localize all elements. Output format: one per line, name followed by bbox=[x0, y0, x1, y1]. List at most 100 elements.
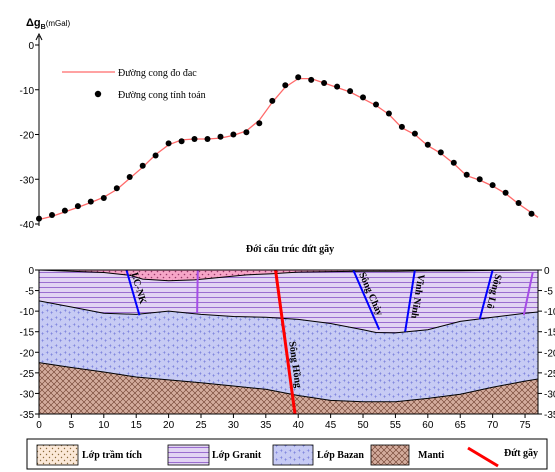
section-title: Đới cấu trúc đứt gãy bbox=[246, 244, 334, 255]
legend-measured-label: Đường cong đo đac bbox=[118, 68, 197, 79]
computed-point bbox=[295, 74, 302, 81]
distance-label: 20 bbox=[163, 420, 175, 431]
computed-point bbox=[528, 210, 535, 217]
computed-point bbox=[256, 120, 263, 127]
depth-label-left: -10 bbox=[20, 307, 35, 318]
distance-label: 5 bbox=[69, 420, 75, 431]
legend-computed-marker bbox=[94, 90, 102, 98]
distance-label: 25 bbox=[195, 420, 207, 431]
depth-label-left: -30 bbox=[20, 389, 35, 400]
computed-point bbox=[463, 171, 470, 178]
depth-label-left: -20 bbox=[20, 348, 35, 359]
computed-point bbox=[321, 80, 328, 86]
distance-label: 60 bbox=[422, 420, 434, 431]
legend-sediment-swatch bbox=[36, 444, 79, 466]
depth-label-right: 0 bbox=[544, 266, 550, 277]
computed-point bbox=[282, 82, 289, 89]
depth-label-right: -10 bbox=[544, 307, 555, 318]
legend-fault-label: Đứt gãy bbox=[504, 448, 538, 459]
legend-basalt-swatch bbox=[272, 444, 314, 466]
sediment-layer bbox=[39, 270, 538, 281]
computed-point bbox=[61, 207, 68, 214]
fault-line bbox=[522, 271, 534, 316]
y-tick-label: -30 bbox=[20, 175, 35, 186]
moho-boundary bbox=[38, 362, 539, 403]
depth-label-right: -25 bbox=[544, 369, 555, 380]
computed-point bbox=[243, 129, 250, 136]
computed-point bbox=[152, 152, 159, 159]
y-tick-label: -20 bbox=[20, 131, 35, 142]
computed-point bbox=[347, 88, 354, 95]
fault-line bbox=[196, 269, 199, 314]
y-axis-label: ΔgB(mGal) bbox=[26, 17, 70, 31]
computed-point bbox=[139, 162, 146, 169]
fault-line bbox=[274, 269, 297, 415]
depth-label-left: -35 bbox=[20, 410, 35, 421]
computed-point bbox=[502, 189, 509, 196]
fault-line bbox=[404, 269, 416, 332]
fault-line bbox=[478, 269, 494, 320]
legend-mantle-swatch bbox=[370, 444, 410, 466]
depth-label-right: -30 bbox=[544, 389, 555, 400]
depth-label-right: -35 bbox=[544, 410, 555, 421]
y-tick-label: 0 bbox=[28, 41, 34, 52]
distance-label: 40 bbox=[293, 420, 305, 431]
computed-point bbox=[36, 215, 42, 222]
computed-point bbox=[424, 141, 431, 148]
depth-label-right: -15 bbox=[544, 328, 555, 339]
computed-point bbox=[489, 182, 496, 189]
legend-granite-swatch bbox=[167, 444, 210, 466]
computed-point bbox=[437, 149, 444, 156]
depth-label-left: -25 bbox=[20, 369, 35, 380]
legend-mantle-label: Manti bbox=[418, 450, 444, 461]
distance-label: 30 bbox=[228, 420, 240, 431]
computed-point bbox=[360, 94, 366, 101]
computed-point bbox=[74, 203, 81, 210]
computed-point bbox=[113, 185, 120, 192]
gravity-series bbox=[36, 74, 539, 222]
depth-label-left: 0 bbox=[28, 266, 34, 277]
gravity-legend: Đường cong đo đac Đường cong tính toán bbox=[62, 68, 206, 101]
mantle-layer bbox=[39, 362, 538, 414]
depth-label-left: -5 bbox=[25, 287, 34, 298]
legend-computed-label: Đường cong tính toán bbox=[118, 90, 206, 101]
computed-point bbox=[100, 195, 107, 201]
legend-sediment-label: Lớp trầm tích bbox=[82, 450, 142, 461]
computed-point bbox=[269, 97, 276, 104]
basalt-layer bbox=[39, 300, 538, 402]
computed-point bbox=[411, 130, 418, 137]
computed-point bbox=[230, 131, 237, 138]
gravity-y-axis: 0 -10 -20 -30 -40 bbox=[20, 32, 43, 231]
distance-label: 50 bbox=[357, 420, 369, 431]
distance-label: 10 bbox=[98, 420, 110, 431]
distance-label: 65 bbox=[455, 420, 467, 431]
computed-point bbox=[204, 136, 211, 142]
computed-point bbox=[515, 200, 522, 206]
legend-basalt-label: Lớp Bazan bbox=[317, 450, 364, 461]
legend-fault-line bbox=[467, 446, 499, 468]
depth-label-left: -15 bbox=[20, 328, 35, 339]
y-axis-arrow bbox=[35, 32, 43, 41]
fault-line bbox=[125, 269, 141, 316]
distance-label: 75 bbox=[519, 420, 531, 431]
computed-point bbox=[126, 174, 133, 180]
sediment-boundary bbox=[38, 269, 538, 282]
computed-point bbox=[191, 136, 198, 142]
computed-point bbox=[87, 198, 94, 205]
distance-label: 15 bbox=[131, 420, 143, 431]
distance-label: 55 bbox=[390, 420, 402, 431]
computed-point bbox=[165, 140, 172, 147]
y-tick-label: -40 bbox=[20, 220, 35, 231]
computed-point bbox=[450, 159, 457, 166]
layer-legend: Lớp trầm tích Lớp Granit Lớp Bazan Manti… bbox=[26, 438, 548, 470]
legend-granite-label: Lớp Granit bbox=[212, 450, 262, 461]
computed-point bbox=[217, 133, 224, 140]
depth-label-right: -5 bbox=[544, 287, 553, 298]
gravity-chart: 0 -10 -20 -30 -40 ΔgB(mGal) Đường cong đo đa… bbox=[20, 17, 539, 231]
distance-label: 35 bbox=[260, 420, 272, 431]
computed-point bbox=[476, 176, 483, 183]
computed-point bbox=[308, 76, 315, 83]
fault-line bbox=[352, 269, 381, 331]
